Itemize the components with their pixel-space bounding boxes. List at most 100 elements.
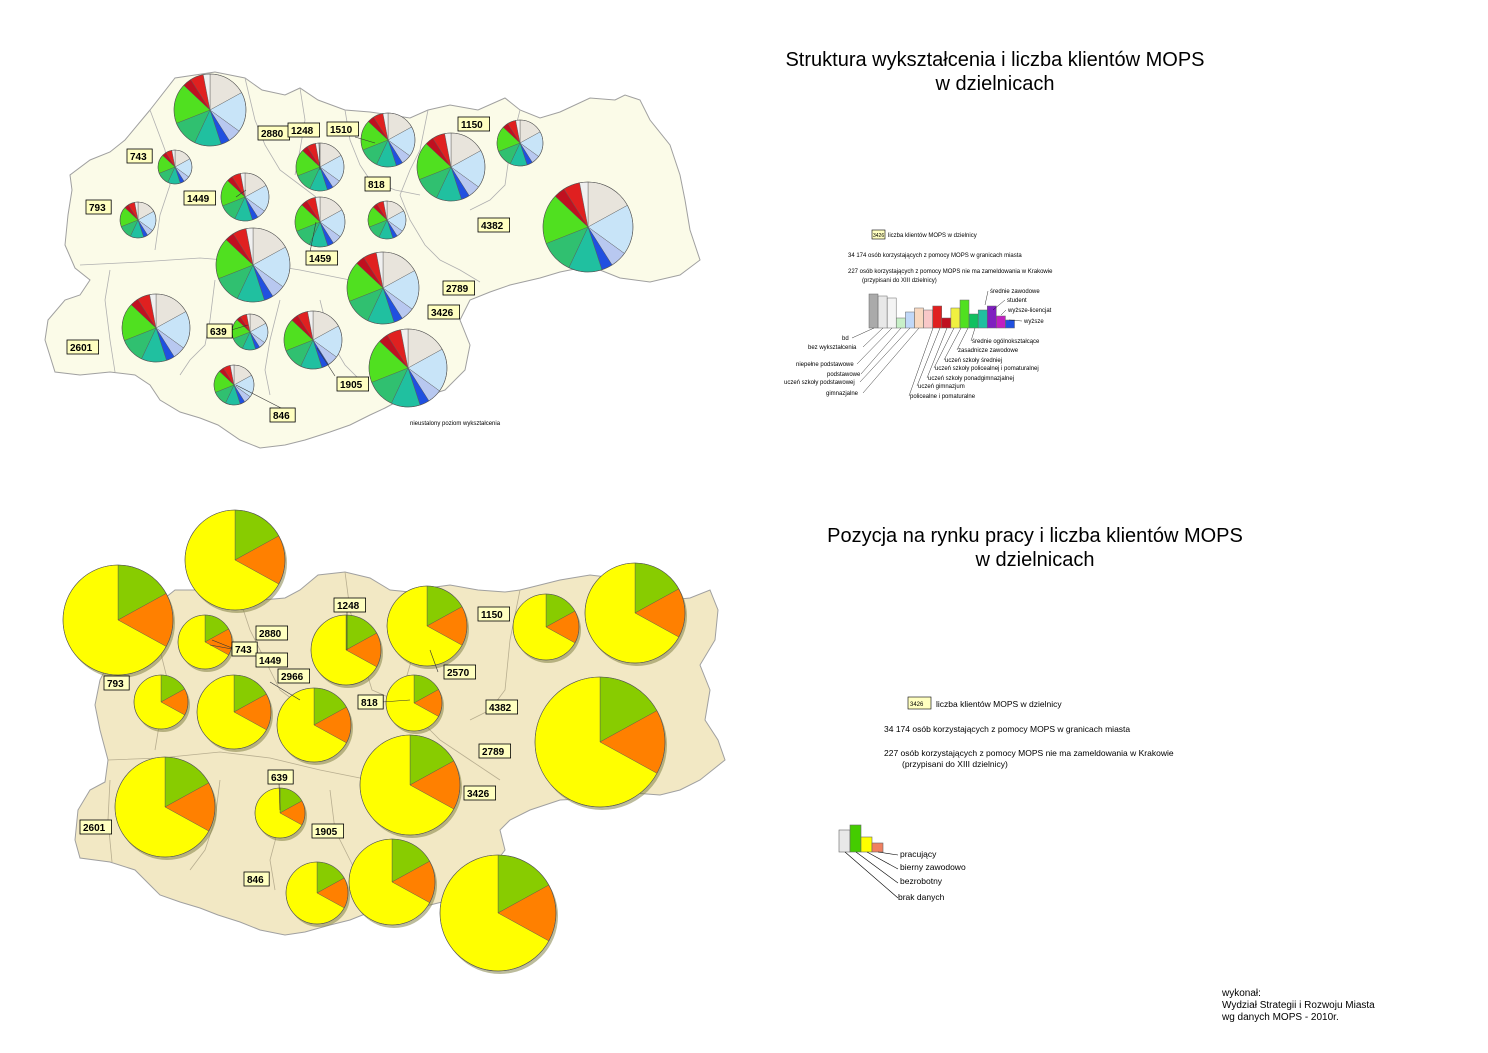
labor-legend-unregistered-2: (przypisani do XIII dzielnicy) <box>902 759 1008 769</box>
labor-legend-total: 34 174 osób korzystających z pomocy MOPS… <box>884 724 1130 734</box>
education-legend-leader <box>859 327 911 383</box>
education-legend-leader <box>862 327 884 348</box>
education-legend-category: uczeń szkoły średniej <box>945 358 1002 364</box>
education-legend-category: uczeń szkoły policealnej i pomaturalnej <box>935 366 1039 372</box>
labor-district-label-text: 2966 <box>281 672 304 683</box>
labor-cat-0: pracujący <box>900 849 937 859</box>
labor-pie-chart <box>359 734 461 836</box>
education-pie-chart-rim <box>215 227 291 303</box>
education-legend-leader <box>984 290 989 306</box>
education-district-label-box <box>427 304 461 320</box>
labor-district-label-text: 793 <box>107 679 124 690</box>
education-legend-category: zasadnicze zawodowe <box>958 348 1019 354</box>
labor-pie-chart <box>439 854 557 972</box>
education-legend-leader <box>1008 319 1023 322</box>
labor-pie-chart-rim <box>534 676 666 808</box>
education-legend-category: gimnazjalne <box>826 391 859 397</box>
labor-district-label-text: 4382 <box>489 703 512 714</box>
education-pie-chart-rim <box>213 364 255 406</box>
education-pie-chart <box>121 293 191 363</box>
education-pie-chart <box>368 328 448 408</box>
labor-pie-chart-rim <box>184 509 286 611</box>
education-pie-chart-rim <box>157 149 193 185</box>
education-pie-chart <box>283 310 343 370</box>
labor-pie-chart <box>385 674 443 732</box>
education-pie-chart <box>231 313 269 351</box>
labor-district-label-box <box>255 652 289 668</box>
labor-pie-chart-rim <box>584 562 686 664</box>
education-pies <box>119 73 634 408</box>
education-legend-category: policealne i pomaturalne <box>910 394 976 400</box>
education-legend-category: podstawowe <box>827 372 861 378</box>
labor-pie-chart-rim <box>348 838 436 926</box>
education-legend-unregistered-1: 227 osób korzystających z pomocy MOPS ni… <box>848 269 1053 275</box>
education-district-label-box <box>66 339 100 355</box>
labor-district-label-text: 818 <box>361 698 378 709</box>
education-district-label-text: 1248 <box>291 126 314 137</box>
education-district-label-text: 1449 <box>187 194 210 205</box>
labor-district-label-text: 1905 <box>315 827 338 838</box>
labor-pie-chart-rim <box>439 854 557 972</box>
labor-pie-chart-rim <box>285 861 349 925</box>
education-district-label-text: 2789 <box>446 284 469 295</box>
labor-legend-sample-value: 3426 <box>910 702 924 708</box>
labor-district-label-box <box>277 668 311 684</box>
labor-map-title: Pozycja na rynku pracy i liczba klientów… <box>780 524 1290 572</box>
education-district-label-text: 793 <box>89 203 106 214</box>
labor-pie-chart-rim <box>254 787 306 839</box>
education-legend-category: student <box>1007 298 1027 304</box>
labor-pie-chart-rim <box>359 734 461 836</box>
education-pie-chart <box>416 132 486 202</box>
education-pie-chart <box>295 142 345 192</box>
labor-pie-chart-rim <box>512 593 580 661</box>
education-district-label-text: 743 <box>130 152 147 163</box>
education-district-label-box <box>85 199 112 215</box>
labor-pie-chart-rim <box>196 674 272 750</box>
education-pie-chart-rim <box>496 119 544 167</box>
education-legend-bar <box>977 309 988 329</box>
education-legend-bar <box>923 309 933 329</box>
education-legend-bar <box>968 313 979 329</box>
labor-district-label-text: 846 <box>247 875 264 886</box>
education-district-label-box <box>364 176 391 192</box>
education-legend-total: 34 174 osób korzystających z pomocy MOPS… <box>848 253 1022 259</box>
education-pie-chart-rim <box>367 200 407 240</box>
education-pie-chart <box>220 172 270 222</box>
labor-leader-lines <box>209 612 439 811</box>
labor-pie-chart <box>196 674 272 750</box>
education-pie-chart-rim <box>173 73 247 147</box>
labor-legend-leaders <box>844 851 899 899</box>
education-pie-chart-rim <box>121 293 191 363</box>
education-district-label-box <box>442 280 476 296</box>
education-legend-category: wyższe <box>1023 319 1044 325</box>
education-legend-bar <box>941 317 952 329</box>
labor-district-label-text: 2570 <box>447 668 470 679</box>
labor-district-label-text: 1150 <box>481 610 503 621</box>
education-legend-category: uczeń szkoły podstawowej <box>784 380 855 386</box>
labor-district-label-text: 1248 <box>337 601 360 612</box>
education-legend-leader <box>1000 309 1007 316</box>
education-district-labels: 2880 1248 1510 1150 743 818 1449 793 4382 1459 278… <box>66 116 511 423</box>
education-legend-category: uczeń gimnazjum <box>918 384 965 390</box>
education-pie-chart <box>157 149 193 185</box>
labor-district-label-box <box>255 625 289 641</box>
education-legend-leader <box>956 327 969 351</box>
education-district-label-text: 1459 <box>309 254 332 265</box>
labor-cat-3: brak danych <box>898 892 945 902</box>
education-pie-chart <box>346 251 420 325</box>
education-district-label-text: 639 <box>210 327 227 338</box>
education-legend-category: średnie zawodowe <box>990 289 1040 295</box>
education-district-label-box <box>269 407 296 423</box>
labor-district-label-box <box>333 597 367 613</box>
education-legend-leader <box>856 327 893 365</box>
education-district-label-box <box>305 250 339 266</box>
education-district-label-box <box>477 217 511 233</box>
education-pie-chart-rim <box>368 328 448 408</box>
education-legend-bar <box>905 311 915 329</box>
education-pie-chart-rim <box>119 201 157 239</box>
labor-legend: 3426 liczba klientów MOPS w dzielnicy 34… <box>838 696 1174 902</box>
legend-bar-no-data <box>838 829 851 853</box>
labor-district-label-text: 639 <box>271 773 288 784</box>
education-legend-bars <box>868 293 1015 329</box>
labor-district-label-box <box>103 675 130 691</box>
